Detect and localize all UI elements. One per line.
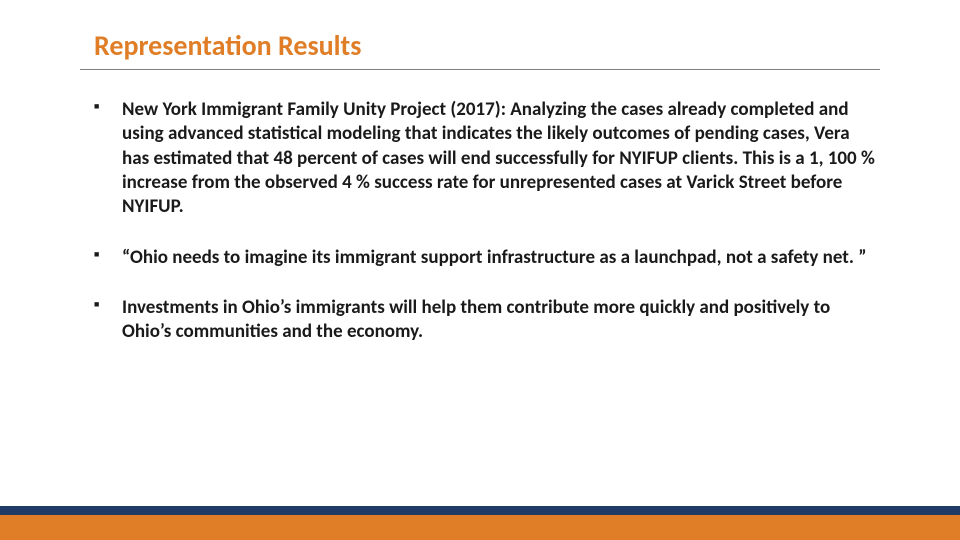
slide: Representation Results New York Immigran… <box>0 0 960 540</box>
bullet-item: “Ohio needs to imagine its immigrant sup… <box>94 246 880 270</box>
slide-title: Representation Results <box>80 28 880 70</box>
footer-bar <box>0 506 960 540</box>
bullet-item: Investments in Ohio’s immigrants will he… <box>94 296 880 345</box>
footer-navy-stripe <box>0 506 960 515</box>
bullet-list: New York Immigrant Family Unity Project … <box>80 98 880 345</box>
footer-orange-stripe <box>0 515 960 540</box>
bullet-item: New York Immigrant Family Unity Project … <box>94 98 880 220</box>
